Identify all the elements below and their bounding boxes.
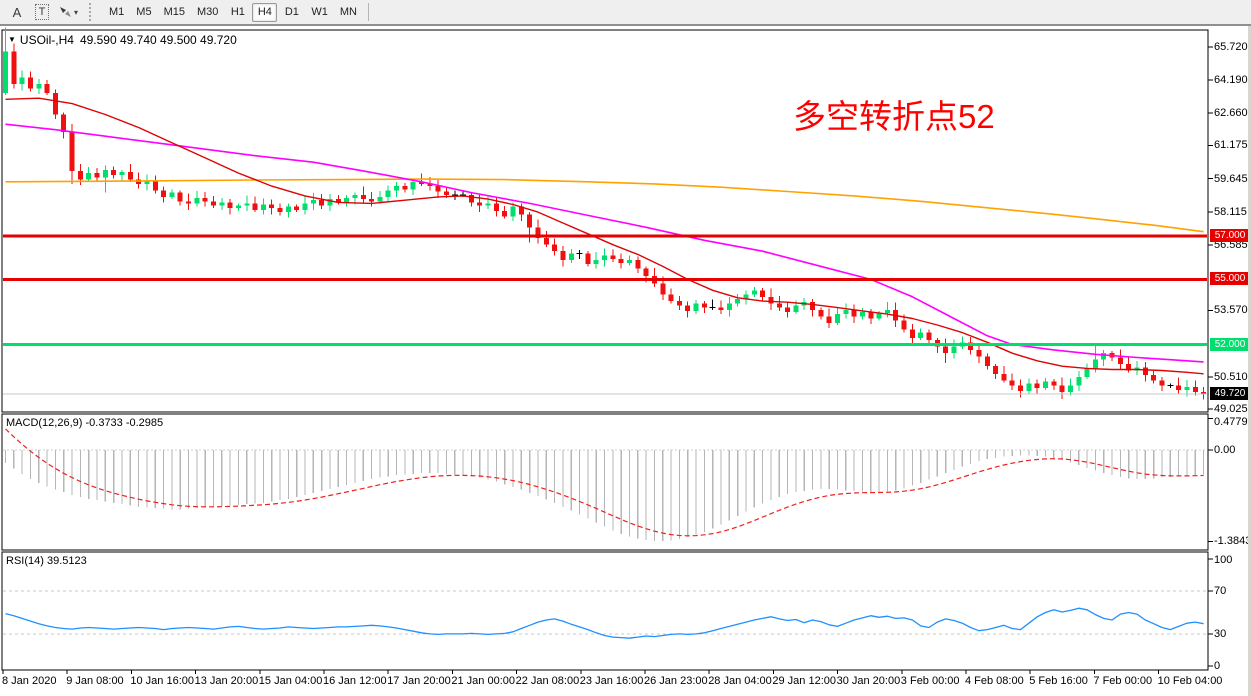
price-level-badge: 57.000 [1210, 229, 1250, 242]
rsi-tick-label: 100 [1214, 554, 1233, 566]
time-axis-label: 22 Jan 08:00 [515, 675, 580, 687]
toolbar: A T ▾ M1 M5 M15 M30 H1 H4 D1 W1 MN [0, 0, 1251, 26]
time-axis-label: 8 Jan 2020 [2, 675, 57, 687]
symbol-dropdown-icon[interactable]: ▼ [8, 35, 16, 44]
macd-name: MACD(12,26,9) [6, 417, 83, 429]
price-level-badge: 52.000 [1210, 337, 1250, 351]
price-tick-label: 50.510 [1214, 370, 1248, 383]
timeframe-button-d1[interactable]: D1 [279, 3, 304, 22]
rsi-tick-label: 0 [1214, 660, 1221, 672]
price-tick-label: 56.585 [1214, 239, 1248, 251]
time-axis-label: 30 Jan 20:00 [836, 675, 901, 687]
chart-symbol: USOil-,H4 [19, 33, 74, 47]
toolbar-separator [368, 3, 369, 21]
time-axis-label: 15 Jan 04:00 [258, 675, 323, 687]
price-level-badge: 55.000 [1210, 272, 1250, 286]
macd-tick-label: 0.00 [1214, 444, 1236, 456]
timeframe-button-m30[interactable]: M30 [192, 3, 223, 22]
price-tick-label: 64.190 [1214, 73, 1248, 86]
macd-label: MACD(12,26,9) -0.3733 -0.2985 [6, 417, 163, 429]
timeframe-button-w1[interactable]: W1 [306, 3, 333, 22]
timeframe-button-m15[interactable]: M15 [159, 3, 190, 22]
rsi-tick-label: 30 [1214, 627, 1227, 640]
chart-annotation-text: 多空转折点52 [793, 98, 995, 135]
time-axis-label: 17 Jan 20:00 [387, 675, 451, 687]
rsi-value: 39.5123 [46, 555, 87, 567]
time-axis-label: 13 Jan 20:00 [194, 675, 259, 687]
time-axis-label: 3 Feb 00:00 [900, 675, 960, 687]
timeframe-button-m5[interactable]: M5 [131, 3, 156, 22]
toolbar-grip [89, 3, 95, 21]
text-box-icon: T [34, 4, 50, 20]
price-tick-label: 61.175 [1214, 139, 1248, 152]
chart-ohlc-values: 49.590 49.740 49.500 49.720 [79, 33, 237, 47]
time-axis-label: 23 Jan 16:00 [579, 675, 644, 687]
macd-values: -0.3733 -0.2985 [85, 417, 164, 429]
timeframe-button-mn[interactable]: MN [335, 3, 362, 22]
price-tick-label: 49.025 [1214, 403, 1248, 416]
time-axis-label: 29 Jan 12:00 [772, 675, 837, 687]
rsi-label: RSI(14) 39.5123 [6, 555, 87, 567]
rsi-name: RSI(14) [6, 555, 44, 567]
price-tick-label: 59.645 [1214, 172, 1248, 185]
rsi-tick-label: 70 [1214, 585, 1227, 598]
macd-tick-label: -1.3843 [1214, 535, 1251, 548]
price-tick-label: 58.115 [1214, 205, 1247, 218]
cursor-mode-button[interactable]: ▾ [56, 2, 81, 22]
chart-title: ▼ USOil-,H4 49.590 49.740 49.500 49.720 [8, 33, 237, 47]
timeframe-button-h4[interactable]: H4 [252, 2, 278, 22]
price-tick-label: 62.660 [1214, 107, 1248, 120]
caret-down-icon: ▾ [74, 7, 79, 17]
time-axis-label: 10 Jan 16:00 [130, 675, 195, 687]
time-axis-label: 4 Feb 08:00 [965, 675, 1024, 687]
price-level-badge: 49.720 [1210, 386, 1250, 400]
macd-tick-label: 0.4779 [1214, 416, 1248, 428]
cursor-arrows-icon [60, 7, 71, 17]
time-axis-label: 5 Feb 16:00 [1029, 675, 1088, 687]
timeframe-button-m1[interactable]: M1 [104, 3, 129, 22]
time-axis-label: 28 Jan 04:00 [708, 675, 772, 687]
time-axis-label: 10 Feb 04:00 [1157, 675, 1223, 687]
time-axis-label: 16 Jan 12:00 [323, 675, 387, 687]
price-tick-label: 53.570 [1214, 304, 1248, 317]
price-tick-label: 65.720 [1214, 40, 1248, 53]
time-axis-label: 9 Jan 08:00 [66, 675, 124, 687]
time-axis-label: 26 Jan 23:00 [644, 675, 708, 687]
time-axis-label: 7 Feb 00:00 [1093, 675, 1153, 687]
time-axis-label: 21 Jan 00:00 [451, 675, 516, 687]
timeframe-toolbar: M1 M5 M15 M30 H1 H4 D1 W1 MN [103, 0, 363, 24]
window-edge [1248, 26, 1251, 696]
text-box-tool-button[interactable]: T [31, 2, 53, 22]
text-label-tool-button[interactable]: A [6, 2, 28, 22]
timeframe-button-h1[interactable]: H1 [225, 3, 250, 22]
